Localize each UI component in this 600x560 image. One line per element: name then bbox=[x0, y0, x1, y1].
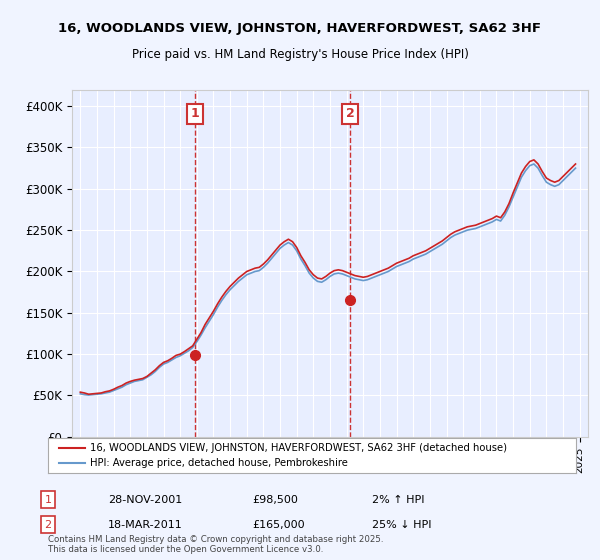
Text: Price paid vs. HM Land Registry's House Price Index (HPI): Price paid vs. HM Land Registry's House … bbox=[131, 48, 469, 60]
Text: 25% ↓ HPI: 25% ↓ HPI bbox=[372, 520, 431, 530]
Text: 2: 2 bbox=[346, 108, 355, 120]
Text: 2: 2 bbox=[44, 520, 52, 530]
Text: 1: 1 bbox=[191, 108, 200, 120]
Text: HPI: Average price, detached house, Pembrokeshire: HPI: Average price, detached house, Pemb… bbox=[90, 459, 348, 469]
Text: 16, WOODLANDS VIEW, JOHNSTON, HAVERFORDWEST, SA62 3HF: 16, WOODLANDS VIEW, JOHNSTON, HAVERFORDW… bbox=[59, 22, 542, 35]
Text: 18-MAR-2011: 18-MAR-2011 bbox=[108, 520, 183, 530]
Text: £165,000: £165,000 bbox=[252, 520, 305, 530]
Text: 2% ↑ HPI: 2% ↑ HPI bbox=[372, 494, 425, 505]
Text: 28-NOV-2001: 28-NOV-2001 bbox=[108, 494, 182, 505]
Text: Contains HM Land Registry data © Crown copyright and database right 2025.
This d: Contains HM Land Registry data © Crown c… bbox=[48, 535, 383, 554]
Text: 1: 1 bbox=[44, 494, 52, 505]
Text: 16, WOODLANDS VIEW, JOHNSTON, HAVERFORDWEST, SA62 3HF (detached house): 16, WOODLANDS VIEW, JOHNSTON, HAVERFORDW… bbox=[90, 443, 507, 453]
Text: £98,500: £98,500 bbox=[252, 494, 298, 505]
